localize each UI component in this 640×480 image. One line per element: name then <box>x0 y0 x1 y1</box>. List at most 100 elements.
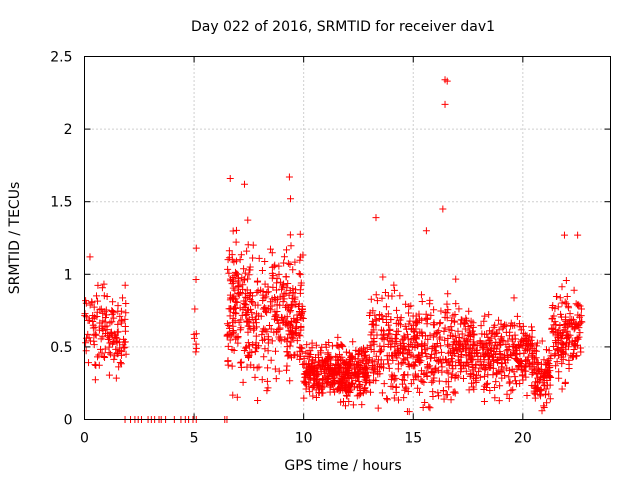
data-point <box>506 332 514 340</box>
data-point <box>480 385 488 393</box>
data-point <box>534 359 542 367</box>
data-point <box>546 395 554 403</box>
data-point <box>260 325 268 333</box>
data-point <box>458 350 466 358</box>
data-point <box>571 337 579 345</box>
data-point <box>411 358 419 366</box>
data-point <box>232 335 240 343</box>
data-point <box>240 265 248 273</box>
data-point <box>495 316 503 324</box>
data-point <box>120 344 128 352</box>
data-point <box>397 314 405 322</box>
data-point <box>260 353 268 361</box>
data-point <box>368 321 376 329</box>
data-point <box>226 312 234 320</box>
data-point <box>421 399 429 407</box>
data-point <box>283 284 291 292</box>
data-point <box>423 344 431 352</box>
data-point <box>372 291 380 299</box>
data-point <box>433 329 441 337</box>
data-point <box>507 319 515 327</box>
data-point <box>361 351 369 359</box>
data-point <box>418 378 426 386</box>
data-point <box>445 342 453 350</box>
data-point <box>114 320 122 328</box>
data-point <box>277 278 285 286</box>
data-point <box>368 328 376 336</box>
data-point <box>494 358 502 366</box>
data-point <box>254 396 262 404</box>
data-point <box>262 293 270 301</box>
data-point <box>444 341 452 349</box>
data-point <box>82 313 90 321</box>
data-point <box>349 338 357 346</box>
data-point <box>519 376 527 384</box>
data-point <box>529 369 537 377</box>
data-point <box>347 358 355 366</box>
data-point <box>469 331 477 339</box>
data-point <box>192 348 200 356</box>
data-point <box>476 373 484 381</box>
data-point <box>405 320 413 328</box>
data-point <box>521 331 529 339</box>
data-point <box>362 364 370 372</box>
data-point <box>405 309 413 317</box>
data-point <box>422 227 430 235</box>
data-point <box>243 306 251 314</box>
data-point <box>99 333 107 341</box>
data-point <box>295 270 303 278</box>
data-point <box>509 386 517 394</box>
y-tick-labels: 0 0.5 1 1.5 2 2.5 <box>50 50 72 429</box>
data-point <box>341 402 349 410</box>
data-point <box>386 330 394 338</box>
grid <box>84 56 611 420</box>
data-point <box>404 354 412 362</box>
data-point <box>242 343 250 351</box>
data-point <box>278 283 286 291</box>
data-point <box>229 276 237 284</box>
data-point <box>340 374 348 382</box>
data-point <box>330 372 338 380</box>
data-point <box>94 281 102 289</box>
data-point <box>244 241 252 249</box>
data-point <box>332 361 340 369</box>
data-point <box>569 353 577 361</box>
data-point <box>571 320 579 328</box>
data-point <box>122 309 130 317</box>
data-point <box>553 346 561 354</box>
data-point <box>358 401 366 409</box>
data-point <box>85 359 93 367</box>
data-point <box>247 361 255 369</box>
data-point <box>297 352 305 360</box>
data-point <box>498 374 506 382</box>
data-point <box>240 275 248 283</box>
data-point <box>378 335 386 343</box>
data-point <box>562 276 570 284</box>
data-point <box>343 392 351 400</box>
data-point <box>404 330 412 338</box>
data-point <box>286 342 294 350</box>
data-point <box>545 390 553 398</box>
data-point <box>485 311 493 319</box>
data-point <box>247 289 255 297</box>
data-point <box>249 340 257 348</box>
data-point <box>437 342 445 350</box>
data-point <box>495 326 503 334</box>
data-point <box>406 340 414 348</box>
data-point <box>484 352 492 360</box>
data-point <box>86 253 94 261</box>
data-point <box>229 227 237 235</box>
y-tick-label: 1 <box>64 267 73 283</box>
data-point <box>258 267 266 275</box>
data-point <box>304 360 312 368</box>
data-point <box>565 304 573 312</box>
data-point <box>377 360 385 368</box>
data-point <box>91 361 99 369</box>
data-point <box>451 332 459 340</box>
data-point <box>511 335 519 343</box>
data-point <box>363 373 371 381</box>
data-point <box>440 395 448 403</box>
data-point <box>264 347 272 355</box>
data-point <box>351 355 359 363</box>
data-point <box>426 362 434 370</box>
